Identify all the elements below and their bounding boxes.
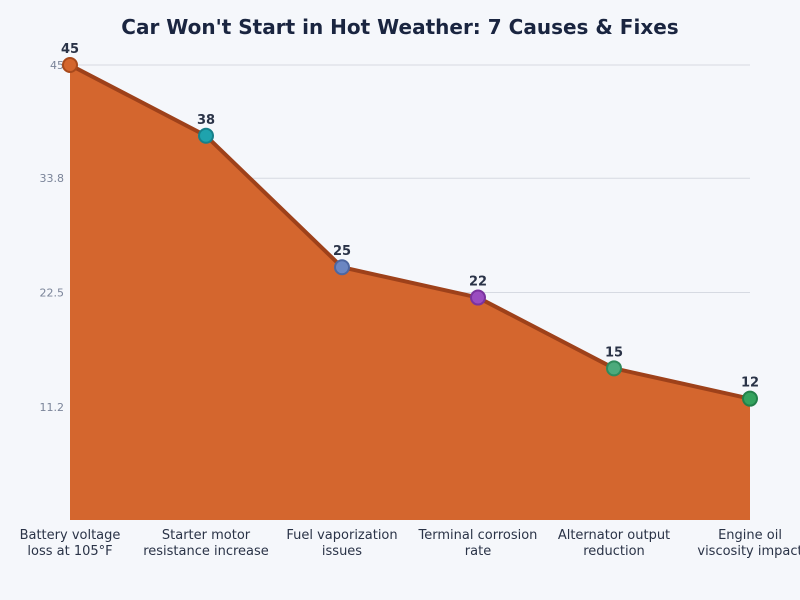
x-tick-label: Terminal corrosion [418,528,538,543]
data-point [334,259,350,276]
x-tick-label: reduction [583,544,645,559]
data-label: 12 [741,376,759,391]
series-line [69,63,751,401]
data-label: 22 [469,275,487,290]
data-point [62,57,78,73]
data-label: 15 [605,345,623,360]
x-tick-label: rate [465,544,491,559]
x-tick-label: Engine oil [718,528,782,543]
x-tick-label: loss at 105°F [27,544,112,559]
x-tick-label: resistance increase [143,544,269,559]
x-tick-label: Fuel vaporization [286,528,397,543]
area-fill [70,65,750,520]
x-tick-label: viscosity impact [697,544,800,559]
x-tick-label: Battery voltage [20,528,121,543]
y-tick-label: 33.8 [40,172,65,185]
data-point [606,360,622,377]
x-tick-label: Starter motor [162,528,251,543]
chart-title: Car Won't Start in Hot Weather: 7 Causes… [121,15,678,39]
x-tick-label: Alternator output [558,528,670,543]
y-tick-label: 45 [50,59,64,72]
data-point [470,289,486,306]
x-tick-label: issues [322,544,362,559]
data-label: 25 [333,244,351,259]
data-point [198,127,214,144]
y-tick-label: 11.2 [40,401,65,414]
data-label: 38 [197,113,215,128]
y-tick-label: 22.5 [40,287,65,300]
data-label: 45 [61,42,79,57]
data-point [742,390,758,407]
